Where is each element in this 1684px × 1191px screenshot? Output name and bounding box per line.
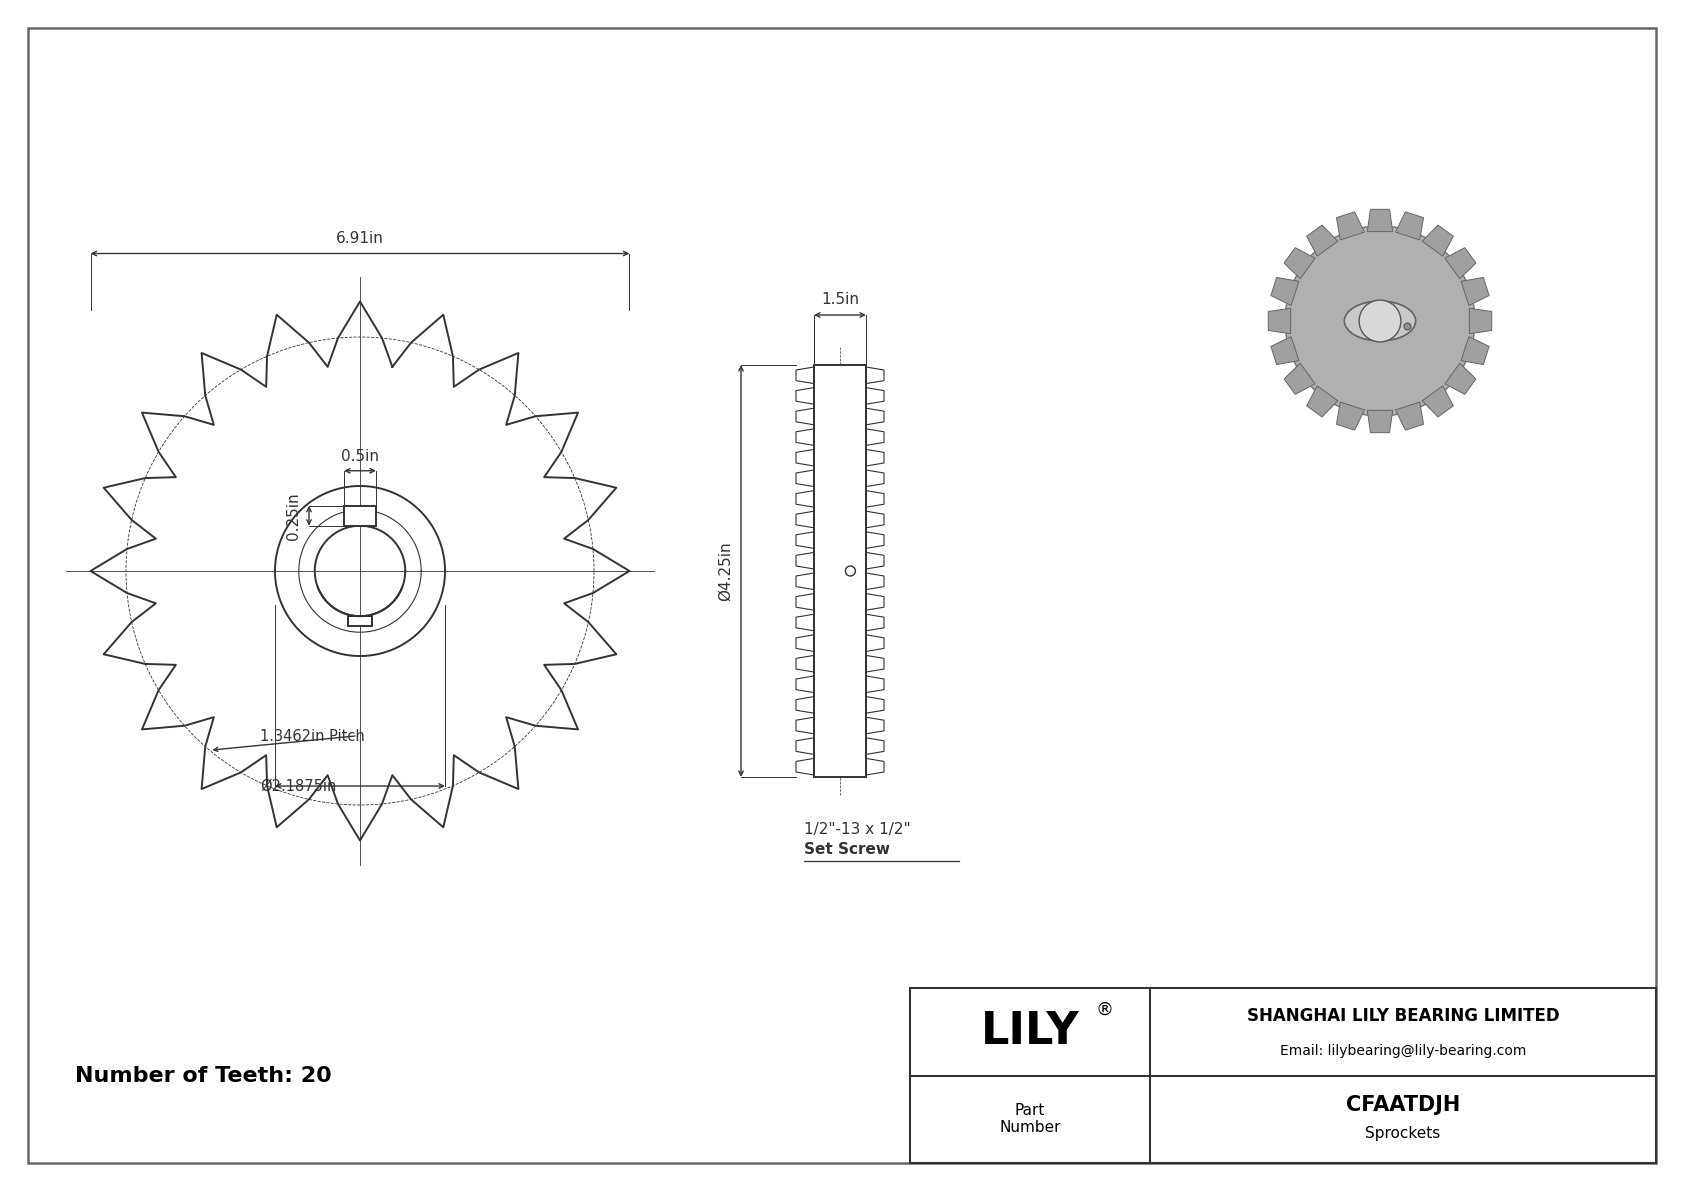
Circle shape (1285, 226, 1475, 416)
Bar (909, 989, 1655, 1162)
Polygon shape (1396, 403, 1423, 430)
Bar (349, 616, 372, 626)
Text: Sprockets: Sprockets (1366, 1125, 1440, 1141)
Text: 6.91in: 6.91in (337, 231, 384, 245)
Text: 0.5in: 0.5in (340, 449, 379, 463)
Text: ®: ® (1096, 1000, 1115, 1018)
Polygon shape (1445, 363, 1475, 394)
Polygon shape (1462, 337, 1489, 364)
Polygon shape (1268, 308, 1290, 333)
Text: CFAATDJH: CFAATDJH (1346, 1096, 1460, 1115)
Polygon shape (1285, 248, 1315, 279)
Polygon shape (1337, 212, 1364, 239)
Circle shape (845, 566, 855, 576)
Polygon shape (1307, 225, 1337, 256)
Circle shape (1359, 300, 1401, 342)
Text: Set Screw: Set Screw (803, 842, 891, 858)
Polygon shape (1445, 248, 1475, 279)
Polygon shape (1470, 308, 1492, 333)
Polygon shape (1462, 278, 1489, 305)
Polygon shape (1271, 337, 1298, 364)
Polygon shape (1423, 225, 1453, 256)
Text: Ø2.1875in: Ø2.1875in (259, 779, 337, 793)
Polygon shape (1337, 403, 1364, 430)
Text: Email: lilybearing@lily-bearing.com: Email: lilybearing@lily-bearing.com (1280, 1045, 1526, 1058)
Text: SHANGHAI LILY BEARING LIMITED: SHANGHAI LILY BEARING LIMITED (1246, 1008, 1559, 1025)
Polygon shape (1285, 363, 1315, 394)
Text: 1.3462in Pitch: 1.3462in Pitch (259, 729, 365, 743)
Polygon shape (1396, 212, 1423, 239)
Ellipse shape (1344, 301, 1416, 341)
Polygon shape (1423, 386, 1453, 417)
Text: Ø4.25in: Ø4.25in (717, 541, 733, 600)
Text: 1/2"-13 x 1/2": 1/2"-13 x 1/2" (803, 822, 911, 837)
Bar (344, 506, 376, 525)
Polygon shape (1367, 411, 1393, 432)
Polygon shape (1271, 278, 1298, 305)
Polygon shape (1367, 210, 1393, 232)
Text: 1.5in: 1.5in (822, 292, 859, 307)
Text: Number of Teeth: 20: Number of Teeth: 20 (76, 1066, 332, 1085)
Polygon shape (1307, 386, 1337, 417)
Text: LILY: LILY (980, 1010, 1079, 1053)
Text: 0.25in: 0.25in (286, 492, 301, 540)
Text: Part
Number: Part Number (999, 1103, 1061, 1135)
Bar (813, 364, 866, 777)
